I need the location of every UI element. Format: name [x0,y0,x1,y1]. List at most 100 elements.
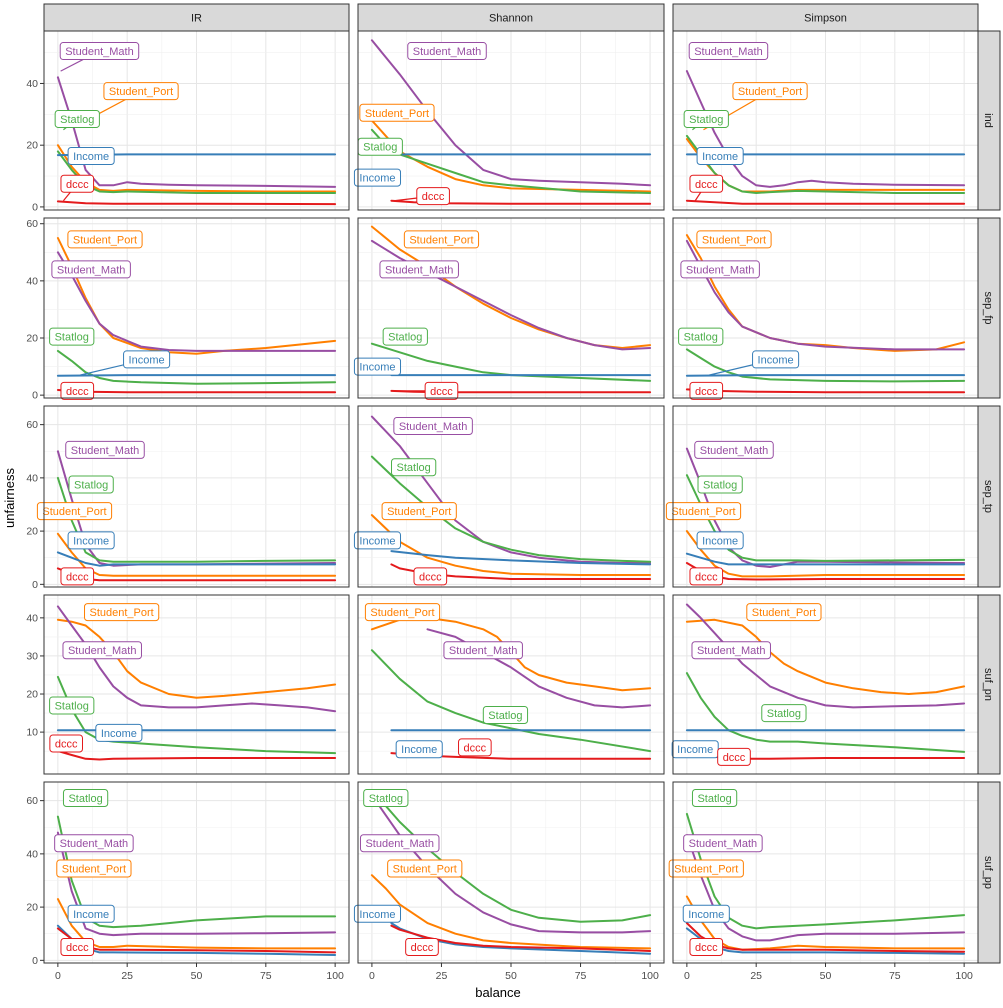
series-label-box [65,440,145,459]
panel-border [357,594,665,775]
y-tick-label: 10 [26,727,38,739]
y-axis-title: unfairness [2,468,17,528]
series-label-box [395,740,443,759]
series-label-box [379,260,459,279]
strip-label-suf_pn: suf_pn [982,668,994,701]
series-line-student_port [370,874,652,950]
series-label-box [665,502,742,521]
series-line-dccc [685,199,966,205]
series-label-text: dccc [695,386,718,398]
panel-border [43,594,350,775]
series-label-text: dccc [66,942,89,954]
series-label-text: Statlog [488,710,522,722]
series-line-student_port [56,144,337,193]
strip-sep_fp [977,217,1001,399]
series-label-box [482,705,529,724]
x-tick-label: 0 [369,970,375,982]
series-label-box [364,603,441,622]
panel-border [357,405,665,588]
series-line-dccc [390,563,652,580]
series-label-box [413,567,448,586]
series-label-box [382,327,428,346]
series-line-statlog [56,815,337,929]
series-label-box [689,174,724,193]
series-label-box [732,82,808,101]
series-label-box [68,475,114,494]
y-tick-label: 0 [32,201,38,213]
series-line-student_math [685,834,966,942]
series-line-income [56,551,337,567]
strip-suf_pn [977,594,1001,775]
series-label-box [689,938,724,957]
series-label-box [123,350,171,369]
x-tick-label: 75 [889,970,901,982]
series-label-text: Student_Port [90,607,154,619]
series-label-text: Statlog [74,480,108,492]
y-tick-label: 0 [32,579,38,591]
series-label-text: Income [73,151,109,163]
series-label-box [668,859,744,878]
series-label-text: Student_Port [387,506,451,518]
series-label-box [678,327,724,346]
series-label-text: Income [702,151,738,163]
series-label-text: Statlog [60,114,94,126]
strip-label-ir: IR [191,13,202,25]
series-line-student_math [685,603,966,709]
series-label-text: Student_Port [42,506,106,518]
series-label-box [67,146,115,165]
series-label-text: Student_Math [694,46,763,58]
series-label-text: dccc [695,942,718,954]
series-label-text: Income [101,728,137,740]
series-label-box [381,502,457,521]
x-tick-label: 100 [326,970,344,982]
series-label-text: Income [401,744,437,756]
x-tick-label: 50 [820,970,832,982]
series-label-box [54,834,134,853]
strip-label-sep_fp: sep_fp [982,291,994,324]
series-labels: Student_Math Student_Port Statlog Income dcc… [36,42,822,957]
y-tick-label: 20 [26,526,38,538]
series-label-box [691,788,738,807]
series-label-box [67,904,115,923]
series-label-text: Student_Port [671,506,735,518]
series-label-box [689,567,724,586]
series-line-student_port [56,898,337,950]
y-tick-label: 40 [26,275,38,287]
series-label-text: Statlog [369,793,403,805]
y-tick-label: 20 [26,689,38,701]
series-label-box [424,381,459,400]
series-label-box [689,381,724,400]
series-line-dccc [56,750,337,761]
series-label-text: Student_Math [68,645,137,657]
series-label-box [752,350,800,369]
series-line-student_port [56,532,337,577]
series-line-statlog [685,672,966,753]
series-label-box [688,42,769,61]
series-line-student_port [56,237,337,355]
series-label-text: Student_Port [738,86,802,98]
series-label-text: Income [758,354,794,366]
series-label-text: Statlog [55,700,89,712]
panel-border [43,405,350,588]
x-tick-label: 25 [121,970,133,982]
series-line-dccc [685,922,966,953]
y-tick-label: 60 [26,419,38,431]
series-label-text: Student_Port [752,607,816,619]
series-line-student_math [685,70,966,188]
series-label-text: Income [359,535,395,547]
series-label-box [691,641,771,660]
series-label-text: Income [359,362,395,374]
series-label-box [359,103,435,122]
facet-strips: IR Shannon Simpson ind sep_fp sep_tp suf_pnsuf… [43,3,1001,964]
y-tick-label: 0 [32,390,38,402]
series-label-text: dccc [464,742,487,754]
series-label-box [387,859,463,878]
series-label-text: Income [702,535,738,547]
series-label-text: Income [359,173,395,185]
series-label-text: Income [73,909,109,921]
series-label-text: Statlog [684,332,718,344]
series-label-box [696,531,744,550]
series-label-box [60,174,95,193]
series-label-text: Student_Math [365,838,434,850]
